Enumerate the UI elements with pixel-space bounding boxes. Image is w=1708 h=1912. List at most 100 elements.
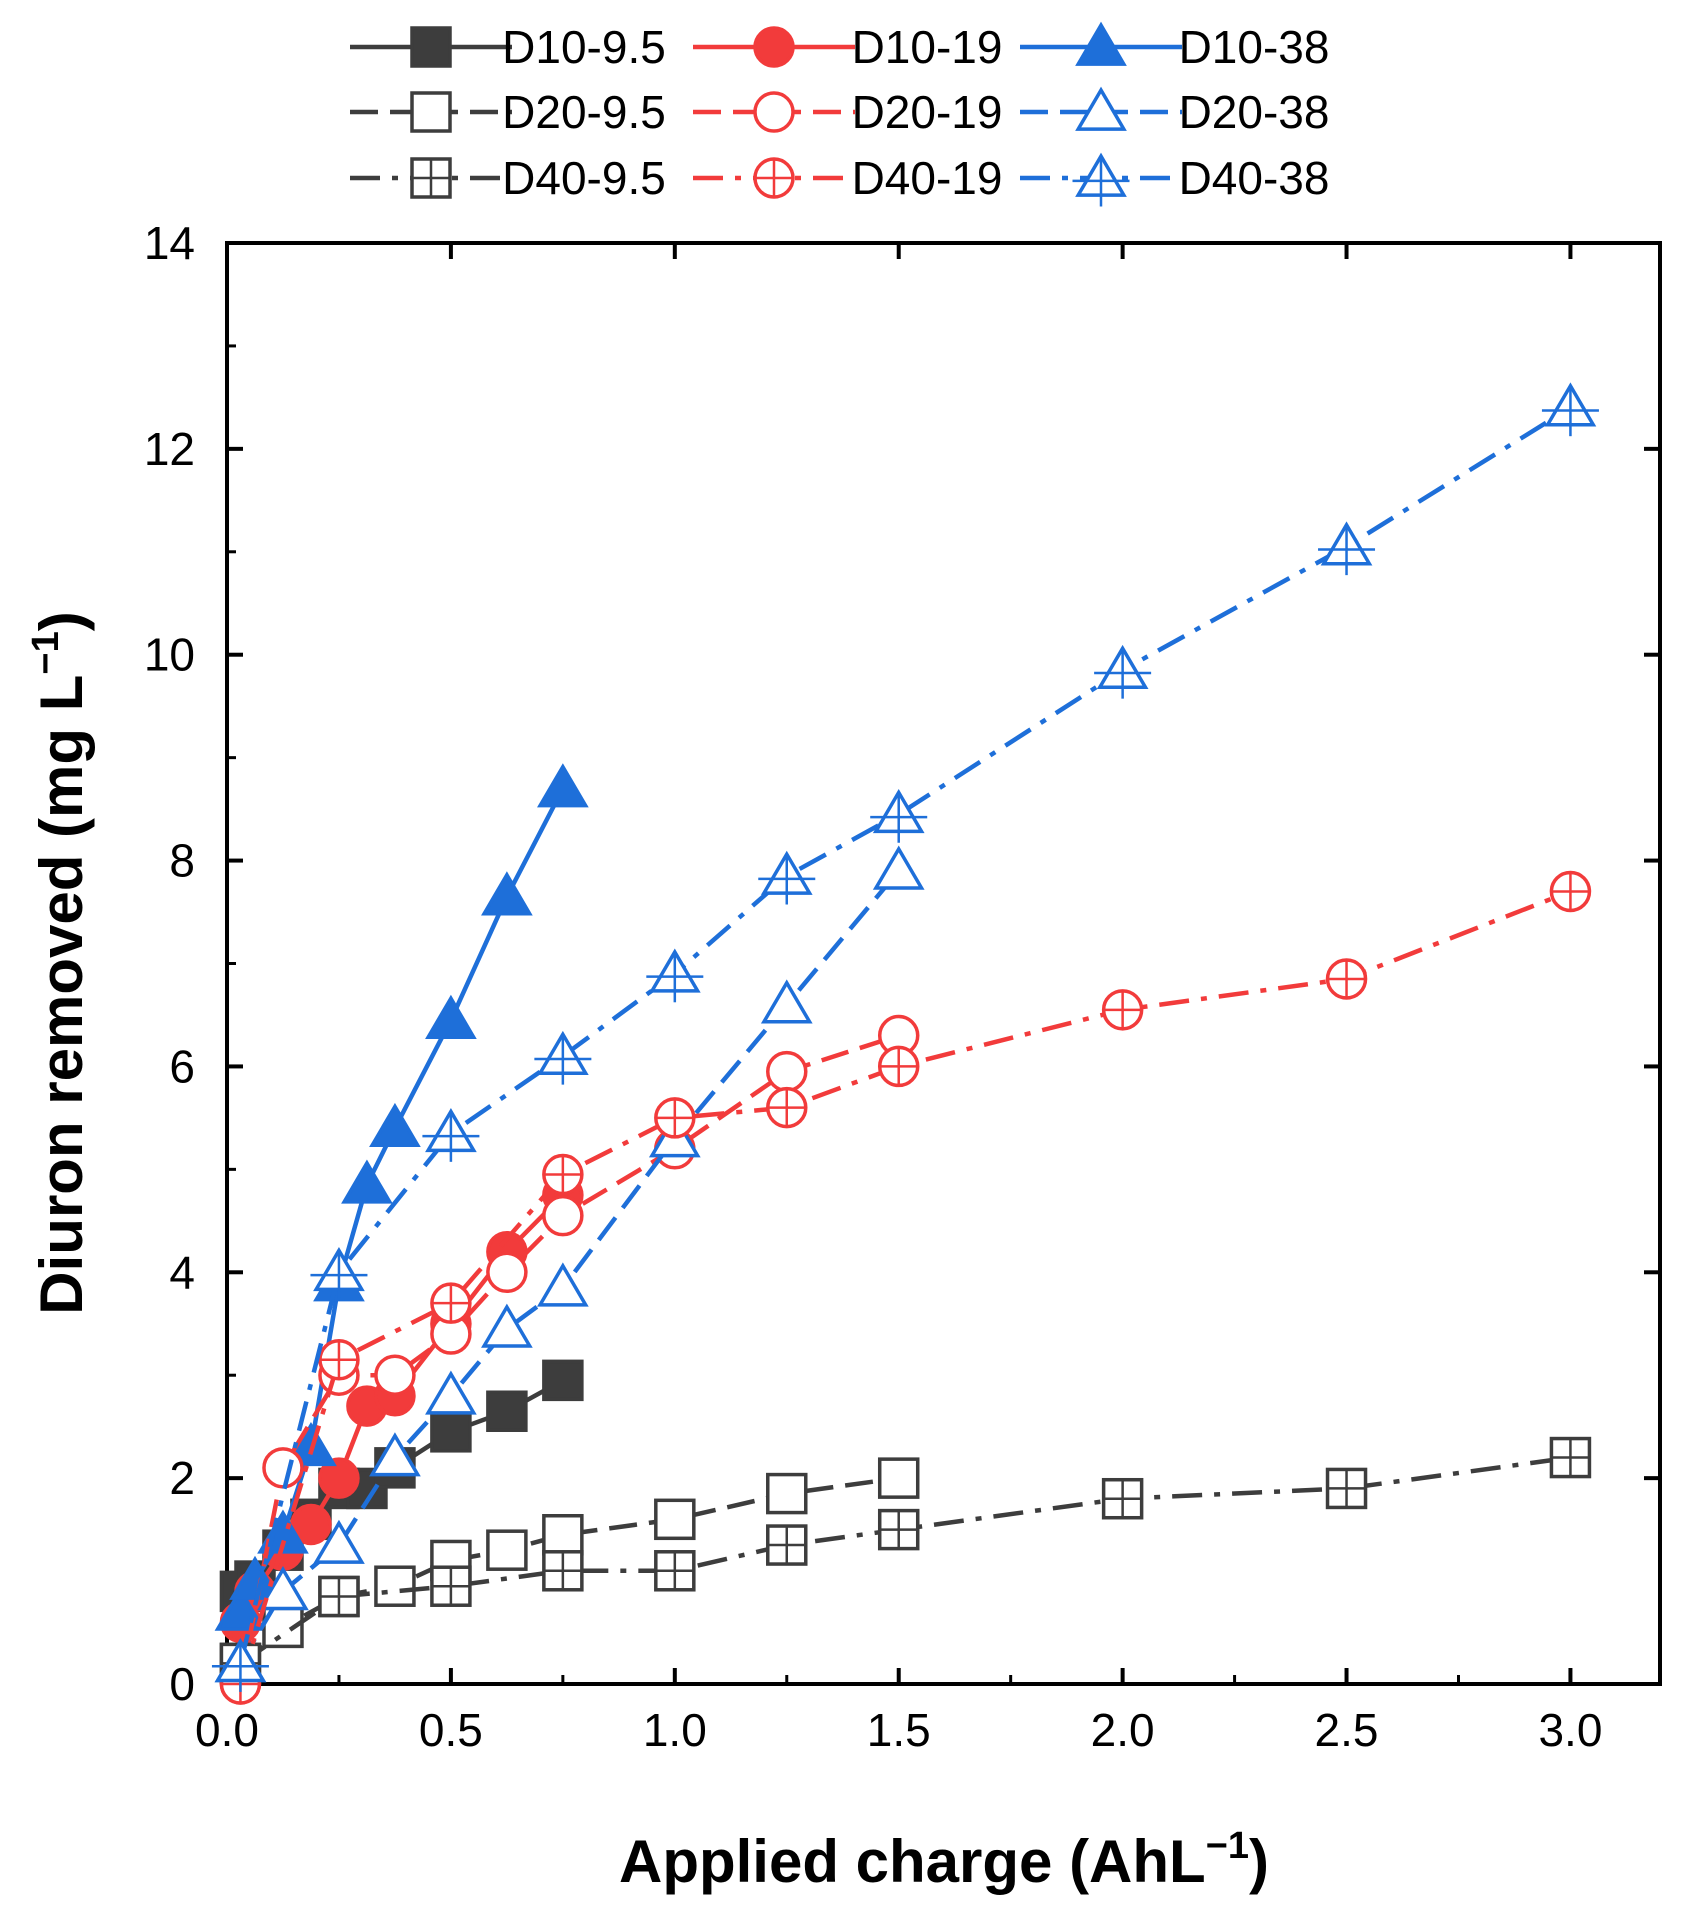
series-line-d10-19 bbox=[238, 1193, 565, 1624]
legend-label: D40-38 bbox=[1179, 152, 1330, 204]
data-point-d40-9-5 bbox=[1325, 1467, 1368, 1510]
legend-item-d40-9-5: D40-9.5 bbox=[350, 152, 666, 204]
legend-marker bbox=[1075, 21, 1127, 66]
legend-label: D20-38 bbox=[1179, 86, 1330, 138]
data-point-d20-38 bbox=[760, 979, 813, 1024]
data-point-d40-9-5 bbox=[654, 1550, 696, 1592]
data-point-d10-38 bbox=[425, 994, 477, 1039]
legend: D10-9.5 D10-19 D10-38 D20-9.5 D20-19 D20-38 D4… bbox=[350, 21, 1329, 207]
legend-label: D10-9.5 bbox=[502, 21, 666, 73]
legend-item-d40-19: D40-19 bbox=[693, 152, 1002, 204]
y-tick-label: 0 bbox=[169, 1658, 195, 1710]
data-point-d40-9-5 bbox=[542, 1550, 584, 1592]
data-point-d20-9-5 bbox=[654, 1498, 696, 1541]
data-point-d20-38 bbox=[537, 1262, 589, 1307]
plot-frame bbox=[225, 241, 1662, 1686]
legend-label: D20-19 bbox=[852, 86, 1003, 138]
series-line-d20-9-5 bbox=[238, 1475, 900, 1666]
x-tick-label: 2.0 bbox=[1091, 1704, 1155, 1756]
data-point-d20-9-5 bbox=[877, 1457, 920, 1499]
data-point-d20-19 bbox=[374, 1354, 416, 1396]
legend-label: D10-19 bbox=[852, 21, 1003, 73]
data-point-d20-9-5 bbox=[542, 1514, 584, 1556]
legend-marker bbox=[753, 26, 795, 68]
x-tick-label: 1.0 bbox=[643, 1704, 707, 1756]
data-point-d20-38 bbox=[481, 1303, 533, 1348]
data-point-d40-38 bbox=[422, 1108, 480, 1162]
legend-marker bbox=[1072, 152, 1130, 207]
data-point-d40-38 bbox=[211, 1638, 269, 1692]
y-tick-label: 8 bbox=[169, 835, 195, 887]
legend-item-d10-38: D10-38 bbox=[1020, 21, 1329, 73]
data-point-d20-38 bbox=[257, 1566, 309, 1611]
series-line-d40-19 bbox=[238, 889, 1572, 1685]
data-point-d20-19 bbox=[766, 1050, 808, 1093]
legend-item-d20-38: D20-38 bbox=[1020, 86, 1329, 138]
data-point-d20-19 bbox=[486, 1251, 528, 1294]
legend-item-d20-9-5: D20-9.5 bbox=[350, 86, 666, 138]
legend-label: D10-38 bbox=[1179, 21, 1330, 73]
legend-item-d10-9-5: D10-9.5 bbox=[350, 21, 666, 73]
legend-marker bbox=[410, 91, 452, 133]
data-point-d40-19 bbox=[766, 1086, 808, 1129]
data-point-d10-9-5 bbox=[430, 1411, 472, 1453]
data-point-d40-9-5 bbox=[766, 1524, 808, 1566]
series-d20-38 bbox=[214, 845, 925, 1683]
data-point-d40-9-5 bbox=[1549, 1436, 1592, 1479]
data-point-d10-38 bbox=[481, 871, 533, 916]
series-d40-38 bbox=[211, 382, 1599, 1692]
data-point-d40-19 bbox=[654, 1097, 696, 1139]
series-line-d20-38 bbox=[238, 869, 901, 1665]
data-point-d40-19 bbox=[1549, 870, 1592, 913]
data-point-d10-9-5 bbox=[486, 1390, 528, 1432]
legend-marker bbox=[1075, 86, 1127, 131]
data-point-d10-38 bbox=[369, 1102, 421, 1148]
data-point-d40-19 bbox=[1101, 989, 1144, 1031]
legend-marker bbox=[410, 26, 452, 68]
data-point-d10-38 bbox=[341, 1159, 393, 1204]
y-tick-label: 4 bbox=[169, 1246, 195, 1298]
data-point-d40-38 bbox=[758, 850, 816, 905]
legend-label: D40-9.5 bbox=[502, 152, 666, 204]
x-tick-label: 0.5 bbox=[419, 1704, 483, 1756]
series-d40-19 bbox=[219, 870, 1592, 1705]
data-point-d20-9-5 bbox=[486, 1529, 528, 1571]
y-axis-title: Diuron removed (mg L−1) bbox=[25, 611, 95, 1314]
data-point-d40-9-5 bbox=[430, 1565, 472, 1607]
data-point-d40-38 bbox=[1541, 382, 1599, 437]
data-point-d10-38 bbox=[537, 763, 589, 808]
data-point-d40-19 bbox=[318, 1339, 360, 1381]
data-point-d40-38 bbox=[1318, 521, 1376, 576]
series-line-d20-19 bbox=[238, 1033, 900, 1685]
data-point-d40-38 bbox=[1094, 644, 1152, 699]
series-line-d40-38 bbox=[238, 405, 1572, 1664]
data-point-d20-38 bbox=[425, 1370, 477, 1415]
data-point-d40-19 bbox=[1325, 958, 1368, 1000]
data-point-d20-9-5 bbox=[374, 1565, 416, 1607]
y-tick-label: 14 bbox=[144, 217, 195, 269]
y-tick-label: 10 bbox=[144, 629, 195, 681]
legend-label: D20-9.5 bbox=[502, 86, 666, 138]
data-point-d20-19 bbox=[542, 1194, 584, 1237]
legend-label: D40-19 bbox=[852, 152, 1003, 204]
data-point-d40-9-5 bbox=[318, 1575, 360, 1618]
legend-item-d10-19: D10-19 bbox=[693, 21, 1002, 73]
legend-marker bbox=[753, 91, 795, 133]
legend-item-d40-38: D40-38 bbox=[1020, 152, 1329, 207]
y-tick-label: 12 bbox=[144, 423, 195, 475]
data-point-d40-38 bbox=[534, 1030, 592, 1085]
series-line-d40-9-5 bbox=[239, 1455, 1571, 1666]
data-point-d40-19 bbox=[877, 1045, 920, 1088]
data-point-d10-19 bbox=[318, 1457, 360, 1499]
data-point-d10-9-5 bbox=[542, 1359, 584, 1402]
data-point-d40-9-5 bbox=[877, 1508, 920, 1551]
y-tick-label: 2 bbox=[169, 1452, 195, 1504]
series-line-d10-38 bbox=[238, 787, 565, 1613]
y-tick-label: 6 bbox=[169, 1040, 195, 1092]
data-point-d40-19 bbox=[430, 1282, 472, 1324]
data-point-d20-38 bbox=[313, 1519, 365, 1564]
data-point-d40-38 bbox=[310, 1246, 368, 1301]
legend-item-d20-19: D20-19 bbox=[693, 86, 1002, 138]
data-point-d40-19 bbox=[542, 1153, 584, 1196]
